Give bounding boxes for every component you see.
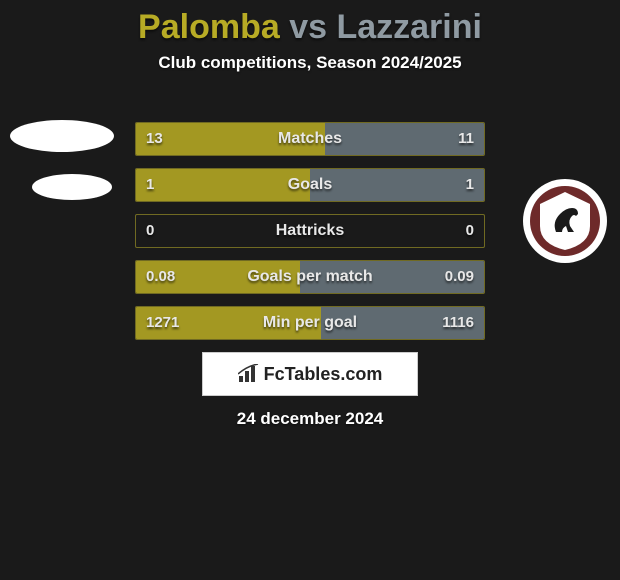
bar-chart-icon — [238, 364, 260, 384]
team-badge-right — [522, 178, 608, 269]
source-logo: FcTables.com — [202, 352, 418, 396]
stat-row: 0.080.09Goals per match — [135, 260, 485, 294]
player-right-name: Lazzarini — [336, 8, 481, 46]
subtitle: Club competitions, Season 2024/2025 — [0, 53, 620, 73]
comparison-infographic: Palomba vs Lazzarini Club competitions, … — [0, 0, 620, 580]
player-left-name: Palomba — [138, 8, 280, 46]
badge-ellipse-icon — [10, 120, 114, 152]
stat-label: Goals per match — [136, 268, 484, 286]
page-title: Palomba vs Lazzarini — [0, 0, 620, 47]
stat-row: 11Goals — [135, 168, 485, 202]
stat-label: Goals — [136, 176, 484, 194]
date-label: 24 december 2024 — [0, 409, 620, 429]
stat-label: Min per goal — [136, 314, 484, 332]
stat-row: 12711116Min per goal — [135, 306, 485, 340]
stats-table: 1311Matches 11Goals 00Hattricks 0.080.09Goa… — [135, 122, 485, 352]
stat-label: Hattricks — [136, 222, 484, 240]
shield-badge-icon — [522, 178, 608, 264]
stat-row: 1311Matches — [135, 122, 485, 156]
stat-label: Matches — [136, 130, 484, 148]
logo-text: FcTables.com — [264, 364, 383, 385]
vs-separator: vs — [280, 8, 337, 46]
stat-row: 00Hattricks — [135, 214, 485, 248]
badge-ellipse-icon — [32, 174, 112, 200]
